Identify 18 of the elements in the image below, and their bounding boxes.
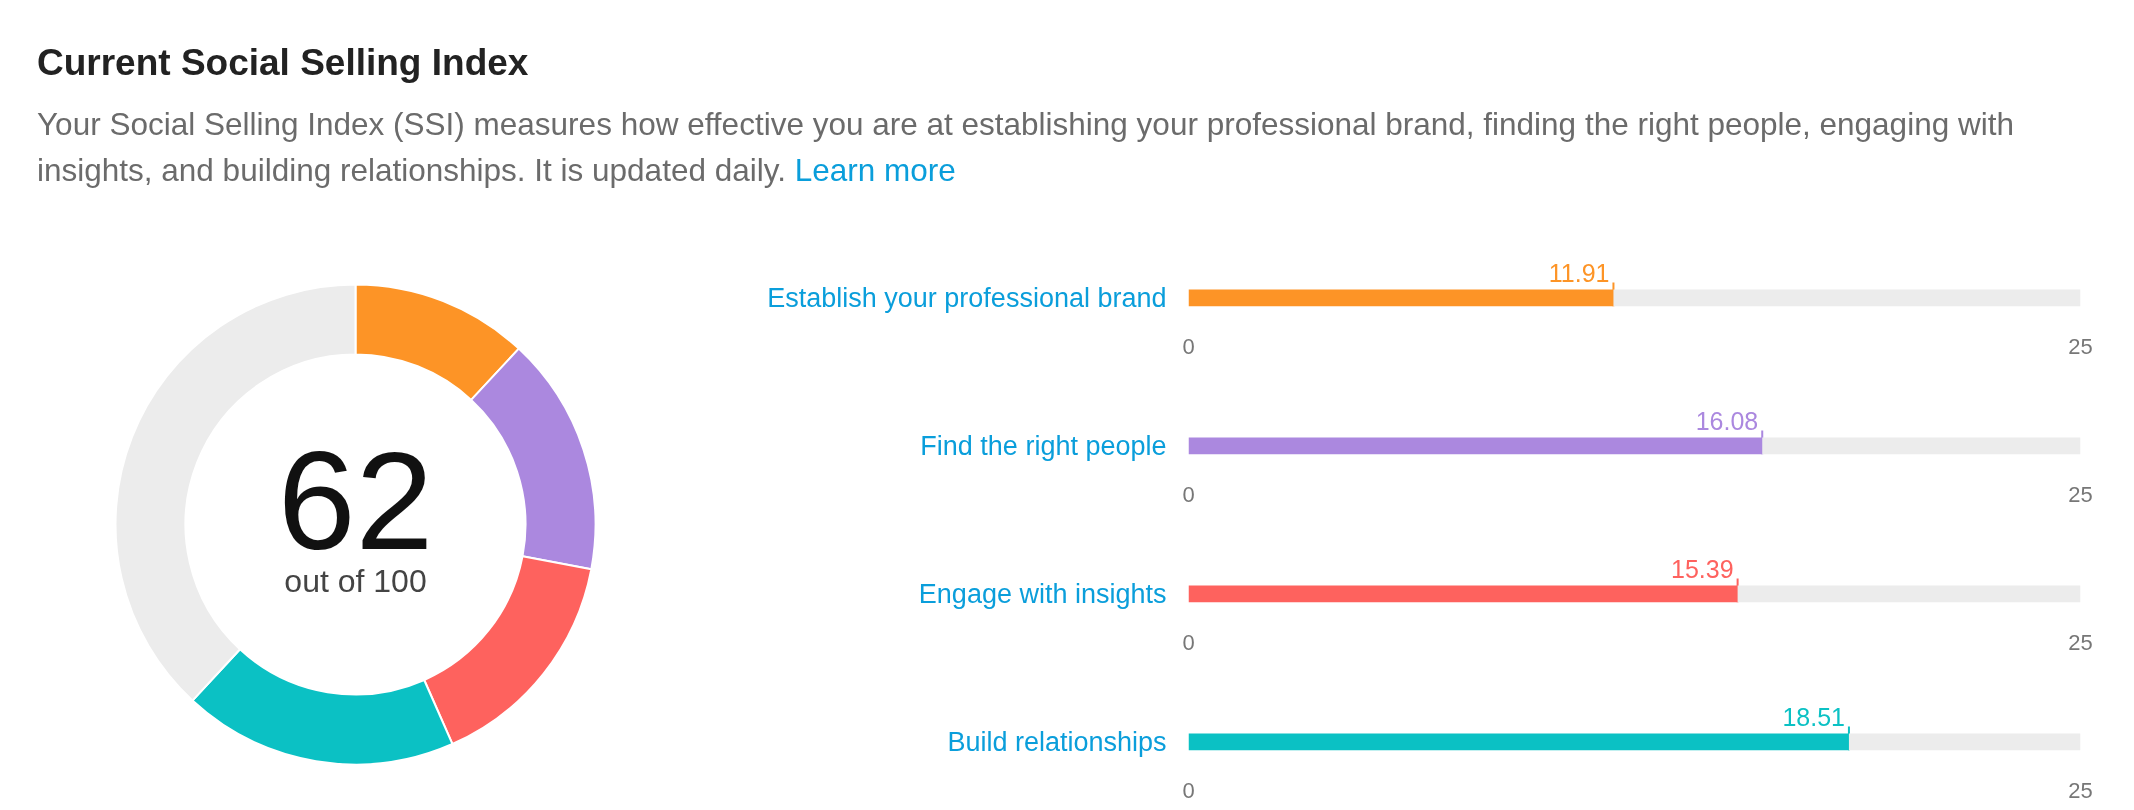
data-label: 11.91 bbox=[1548, 259, 1610, 288]
chart-title: Current Social Selling Index bbox=[37, 42, 530, 83]
x-tick-label: 0 bbox=[1182, 777, 1195, 803]
data-label: 18.51 bbox=[1782, 703, 1845, 732]
x-tick-label: 0 bbox=[1182, 629, 1195, 655]
x-tick-label: 25 bbox=[2068, 777, 2093, 803]
x-tick-label: 0 bbox=[1182, 333, 1195, 359]
x-tick-label: 25 bbox=[2068, 333, 2093, 359]
y-tick-label: Build relationships bbox=[947, 726, 1167, 757]
y-tick-label: Engage with insights bbox=[918, 578, 1167, 609]
data-label: 15.39 bbox=[1671, 555, 1734, 584]
x-tick-label: 25 bbox=[2068, 629, 2093, 655]
y-tick-label: Establish your professional brand bbox=[767, 282, 1167, 313]
data-label: 16.08 bbox=[1695, 407, 1759, 436]
x-tick-label: 0 bbox=[1182, 481, 1195, 507]
text: Learn more bbox=[794, 152, 956, 188]
x-tick-label: 25 bbox=[2068, 481, 2093, 507]
y-tick-label: Find the right people bbox=[920, 430, 1167, 461]
